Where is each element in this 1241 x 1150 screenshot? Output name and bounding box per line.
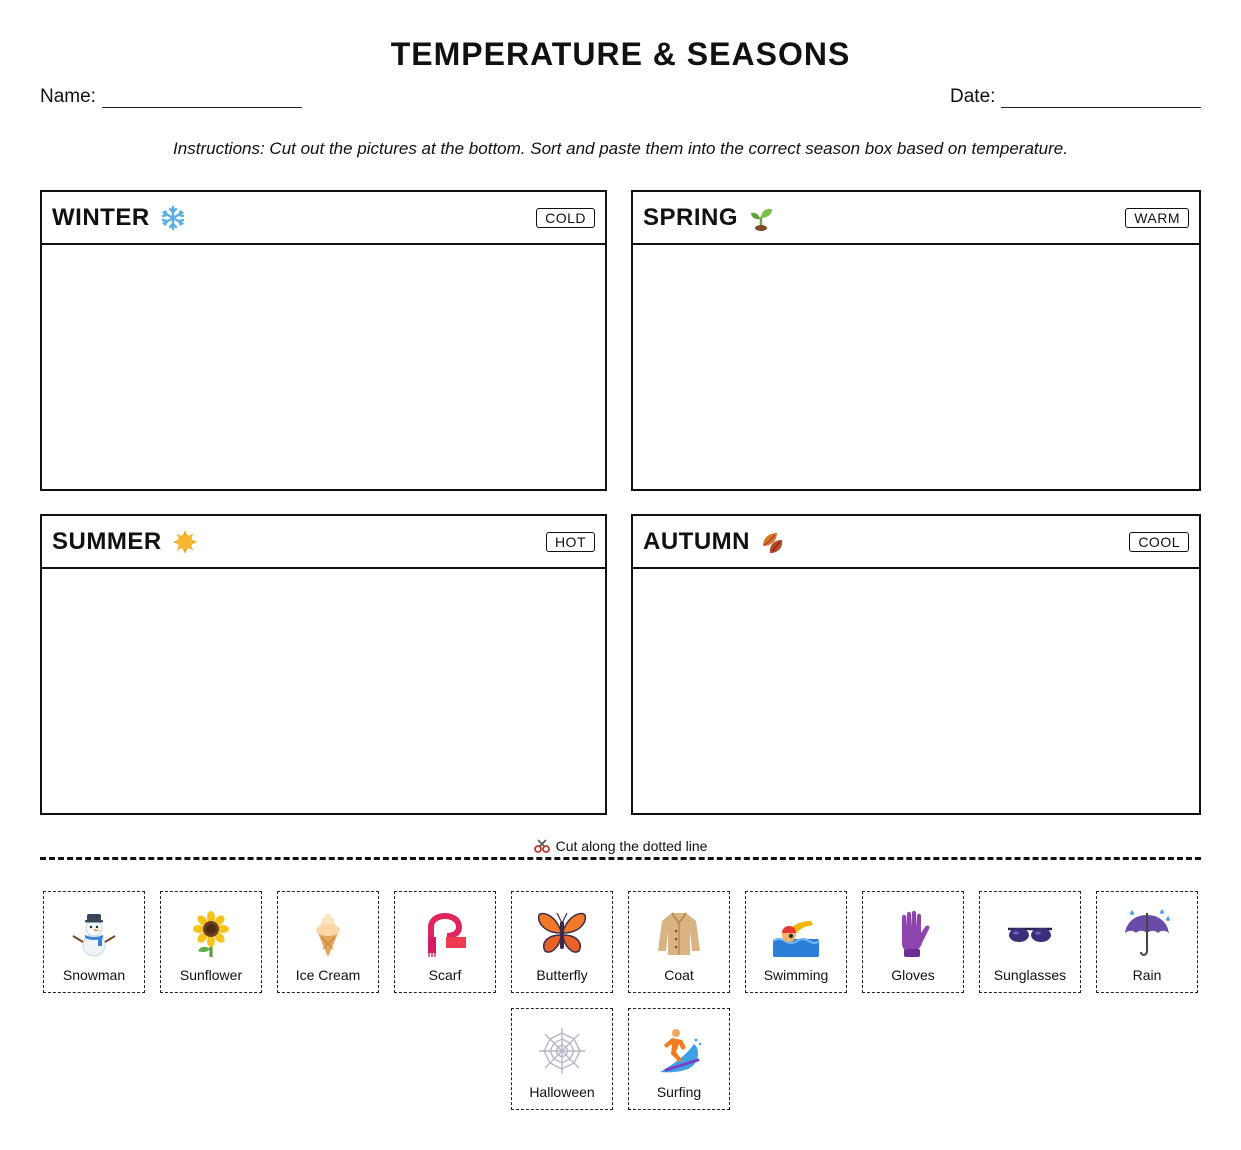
swimming-icon — [772, 921, 820, 957]
season-name-winter: WINTER — [52, 203, 150, 231]
picture-card-surfing[interactable]: Surfing — [628, 1008, 730, 1110]
page-title: TEMPERATURE & SEASONS — [390, 36, 851, 72]
season-box-summer: SUMMER HOT — [40, 514, 607, 815]
card-label: Scarf — [428, 967, 462, 983]
scarf-icon — [428, 913, 466, 957]
spider-web-icon — [539, 1028, 585, 1074]
season-name-summer: SUMMER — [52, 527, 162, 555]
card-label: Coat — [664, 967, 694, 983]
scissors-icon — [533, 839, 550, 853]
card-label: Sunflower — [179, 967, 243, 983]
picture-card-butterfly[interactable]: Butterfly — [511, 891, 613, 993]
name-label: Name: — [40, 86, 96, 107]
name-line[interactable] — [101, 93, 302, 108]
cut-instruction: Cut along the dotted line — [0, 838, 1241, 854]
picture-card-ice-cream[interactable]: Ice Cream — [277, 891, 379, 993]
cut-label: Cut along the dotted line — [555, 838, 708, 854]
gloves-icon — [902, 910, 930, 957]
season-header-summer: SUMMER HOT — [42, 516, 605, 569]
seedling-icon — [748, 205, 774, 231]
coat-icon — [658, 912, 700, 955]
snowman-icon — [72, 914, 116, 957]
snowflake-icon — [160, 205, 186, 231]
season-name-spring: SPRING — [643, 203, 739, 231]
cut-line — [40, 857, 1201, 860]
picture-card-halloween[interactable]: Halloween — [511, 1008, 613, 1110]
card-label: Gloves — [891, 967, 935, 983]
temp-badge-spring: WARM — [1125, 208, 1189, 228]
season-header-winter: WINTER COLD — [42, 192, 605, 245]
picture-card-sunflower[interactable]: Sunflower — [160, 891, 262, 993]
season-box-winter: WINTER COLD — [40, 190, 607, 491]
surfing-icon — [660, 1029, 702, 1073]
picture-card-rain[interactable]: Rain — [1096, 891, 1198, 993]
card-label: Ice Cream — [295, 967, 361, 983]
card-label: Snowman — [62, 967, 126, 983]
instructions: Instructions: Cut out the pictures at th… — [173, 139, 1068, 158]
season-header-autumn: AUTUMN COOL — [633, 516, 1199, 569]
picture-card-sunglasses[interactable]: Sunglasses — [979, 891, 1081, 993]
temp-badge-summer: HOT — [545, 532, 595, 552]
date-label: Date: — [950, 86, 996, 107]
card-label: Surfing — [656, 1084, 702, 1100]
picture-card-gloves[interactable]: Gloves — [862, 891, 964, 993]
sun-icon — [172, 529, 198, 555]
card-label: Butterfly — [536, 967, 588, 983]
card-label: Sunglasses — [993, 967, 1067, 983]
card-label: Swimming — [763, 967, 829, 983]
name-field[interactable]: Name: — [40, 86, 302, 108]
card-label: Halloween — [529, 1084, 595, 1100]
sunglasses-icon — [1008, 927, 1052, 942]
picture-card-swimming[interactable]: Swimming — [745, 891, 847, 993]
season-box-autumn: AUTUMN COOL — [631, 514, 1201, 815]
paste-area-winter[interactable] — [42, 245, 605, 489]
picture-card-snowman[interactable]: Snowman — [43, 891, 145, 993]
temp-badge-winter: COLD — [536, 208, 595, 228]
paste-area-spring[interactable] — [633, 245, 1199, 489]
season-header-spring: SPRING WARM — [633, 192, 1199, 245]
paste-area-summer[interactable] — [42, 569, 605, 813]
card-label: Rain — [1132, 967, 1162, 983]
date-field[interactable]: Date: — [950, 86, 1202, 108]
fallen-leaves-icon — [760, 529, 786, 555]
season-box-spring: SPRING WARM — [631, 190, 1201, 491]
picture-card-scarf[interactable]: Scarf — [394, 891, 496, 993]
umbrella-rain-icon — [1125, 909, 1170, 956]
temp-badge-autumn: COOL — [1129, 532, 1189, 552]
picture-card-coat[interactable]: Coat — [628, 891, 730, 993]
date-line[interactable] — [1001, 93, 1202, 108]
ice-cream-icon — [316, 913, 340, 957]
season-name-autumn: AUTUMN — [643, 527, 750, 555]
butterfly-icon — [537, 912, 587, 953]
sunflower-icon — [193, 911, 229, 957]
paste-area-autumn[interactable] — [633, 569, 1199, 813]
